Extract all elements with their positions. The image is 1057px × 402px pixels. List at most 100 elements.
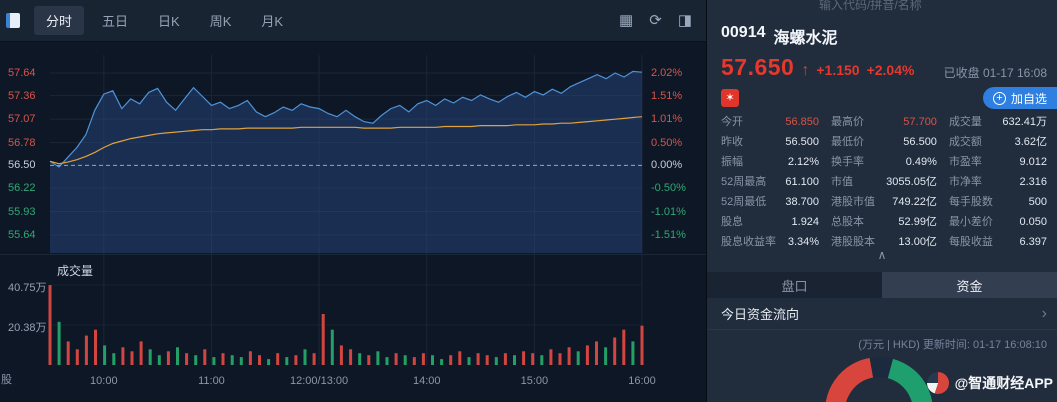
stat-amplitude-label: 振幅 <box>721 156 743 168</box>
period-tab-day-k[interactable]: 日K <box>158 14 180 29</box>
stat-low-value: 56.500 <box>903 136 937 148</box>
stat-low: 最低价 56.500 <box>831 136 937 149</box>
last-price: 57.650 <box>721 54 795 80</box>
percent-axis-label: 1.51% <box>651 89 683 102</box>
time-axis-label: 14:00 <box>412 375 441 387</box>
period-tab-5day[interactable]: 五日 <box>102 14 129 29</box>
stat-volume-label: 成交量 <box>948 116 982 128</box>
fund-tab-funds[interactable]: 资金 <box>882 272 1057 298</box>
stat-hk-shares: 港股股本 13.00亿 <box>831 236 937 249</box>
stat-high-52w-label: 52周最高 <box>721 176 767 188</box>
chart-pane: 分时 五日 日K 周K 月K ▦ ⟳ ◨ 成交量 股 57.64 2.02% 57.36 1.… <box>0 0 706 387</box>
percent-axis-label: 2.02% <box>651 67 683 79</box>
stat-turnover-label: 成交额 <box>948 136 982 148</box>
panel-toggle-icon[interactable]: ◨ <box>677 12 692 29</box>
stat-turnover-rate: 换手率 0.49% <box>831 156 937 169</box>
fund-flow-title: 今日资金流向 <box>721 307 800 322</box>
plus-icon: + <box>992 91 1006 105</box>
stat-lot-size: 每手股数 500 <box>949 196 1047 209</box>
intraday-chart <box>0 55 706 365</box>
fund-tab-order-book[interactable]: 盘口 <box>781 278 808 294</box>
percent-axis-label: -0.50% <box>651 182 686 195</box>
stat-eps-value: 6.397 <box>1019 236 1047 248</box>
price-change: +1.150 <box>816 62 860 78</box>
donut-segment-neutral <box>869 357 893 379</box>
stat-hk-shares-value: 13.00亿 <box>898 236 937 248</box>
stat-lot-size-value: 500 <box>1028 196 1047 208</box>
grid-layout-icon[interactable]: ▦ <box>619 12 634 29</box>
stat-pe: 市盈率 9.012 <box>949 156 1047 169</box>
stat-turnover-rate-label: 换手率 <box>831 156 865 168</box>
stat-low-52w: 52周最低 38.700 <box>721 196 819 209</box>
stat-high-value: 57.700 <box>903 116 937 128</box>
stat-pb-value: 2.316 <box>1019 176 1047 188</box>
stat-open: 今开 56.850 <box>721 116 819 129</box>
stat-open-label: 今开 <box>721 116 743 128</box>
period-tab-week-k[interactable]: 周K <box>209 14 232 29</box>
volume-axis-label: 20.38万 <box>8 321 47 334</box>
stat-dividend-yield: 股息收益率 3.34% <box>721 236 819 249</box>
stat-high: 最高价 57.700 <box>831 116 937 129</box>
stat-eps: 每股收益 6.397 <box>949 236 1047 249</box>
stat-total-shares: 总股本 52.99亿 <box>831 216 937 229</box>
price-axis-label: 57.64 <box>8 67 36 79</box>
app-icon[interactable] <box>6 13 20 28</box>
update-time-label: (万元 | HKD) 更新时间: 01-17 16:08:10 <box>858 339 1047 351</box>
watermark-text: @智通财经APP <box>954 375 1053 391</box>
stat-turnover-value: 3.62亿 <box>1014 136 1047 148</box>
price-axis-label: 56.78 <box>8 136 36 149</box>
stat-total-shares-label: 总股本 <box>831 216 865 228</box>
stat-volume-value: 632.41万 <box>1002 116 1047 128</box>
stat-hk-shares-label: 港股股本 <box>831 236 876 248</box>
stats-grid: 今开 56.850 最高价 57.700 成交量 632.41万 昨收 56.500 最低价 56… <box>721 116 1047 249</box>
zhitong-logo-icon <box>926 372 949 394</box>
stat-pb-label: 市净率 <box>948 176 982 188</box>
price-axis-label: 55.64 <box>8 229 36 241</box>
chart-period-tabs: 分时 五日 日K 周K 月K <box>34 6 295 35</box>
period-tab-timeline[interactable]: 分时 <box>34 6 85 35</box>
quote-panel: 输入代码/拼音/名称 00914 海螺水泥 57.650 ↑ +1.150 +2… <box>706 0 1057 402</box>
stat-dividend-label: 股息 <box>721 216 743 228</box>
add-watchlist-button[interactable]: + 加自选 <box>982 87 1057 109</box>
time-axis-label: 12:00/13:00 <box>290 375 349 387</box>
stat-min-spread-label: 最小差价 <box>948 216 993 228</box>
fund-flow-row[interactable]: 今日资金流向 › <box>707 298 1057 330</box>
volume-section-label: 成交量 <box>57 264 94 278</box>
collapse-stats-button[interactable]: ∧ <box>877 248 887 262</box>
stat-prev-close-value: 56.500 <box>785 136 820 148</box>
search-input[interactable]: 输入代码/拼音/名称 <box>819 0 922 12</box>
stat-volume: 成交量 632.41万 <box>949 116 1047 129</box>
stat-high-52w-value: 61.100 <box>785 176 820 188</box>
fund-flow-donut-chart <box>825 357 933 402</box>
stat-market-cap: 市值 3055.05亿 <box>831 176 937 189</box>
stat-pb: 市净率 2.316 <box>949 176 1047 189</box>
stat-turnover-rate-value: 0.49% <box>905 156 937 168</box>
percent-axis-label: -1.51% <box>651 229 686 241</box>
stat-pe-label: 市盈率 <box>948 156 982 168</box>
stat-turnover: 成交额 3.62亿 <box>949 136 1047 149</box>
stat-hk-market-cap-label: 港股市值 <box>831 196 876 208</box>
percent-axis-label: 1.01% <box>651 113 683 126</box>
stat-hk-market-cap: 港股市值 749.22亿 <box>831 196 937 209</box>
stat-lot-size-label: 每手股数 <box>948 196 993 208</box>
donut-segment-outflow <box>887 358 933 402</box>
add-watchlist-label: 加自选 <box>1010 91 1047 106</box>
time-axis-label: 11:00 <box>198 375 225 387</box>
stat-hk-market-cap-value: 749.22亿 <box>892 196 937 208</box>
stat-high-label: 最高价 <box>831 116 865 128</box>
stat-market-cap-label: 市值 <box>831 176 854 188</box>
stock-header: 00914 海螺水泥 <box>721 24 838 48</box>
refresh-icon[interactable]: ⟳ <box>649 12 662 29</box>
stat-min-spread: 最小差价 0.050 <box>949 216 1047 229</box>
stat-dividend-yield-label: 股息收益率 <box>721 236 776 248</box>
stat-dividend: 股息 1.924 <box>721 216 819 229</box>
price-row: 57.650 ↑ +1.150 +2.04% <box>721 54 914 81</box>
price-change-percent: +2.04% <box>866 62 915 78</box>
period-tab-month-k[interactable]: 月K <box>261 14 284 29</box>
hk-market-icon: ✶ <box>721 89 739 107</box>
stat-eps-label: 每股收益 <box>948 236 993 248</box>
stat-high-52w: 52周最高 61.100 <box>721 176 819 189</box>
stat-dividend-yield-value: 3.34% <box>787 236 820 248</box>
percent-axis-label: -1.01% <box>651 205 686 218</box>
